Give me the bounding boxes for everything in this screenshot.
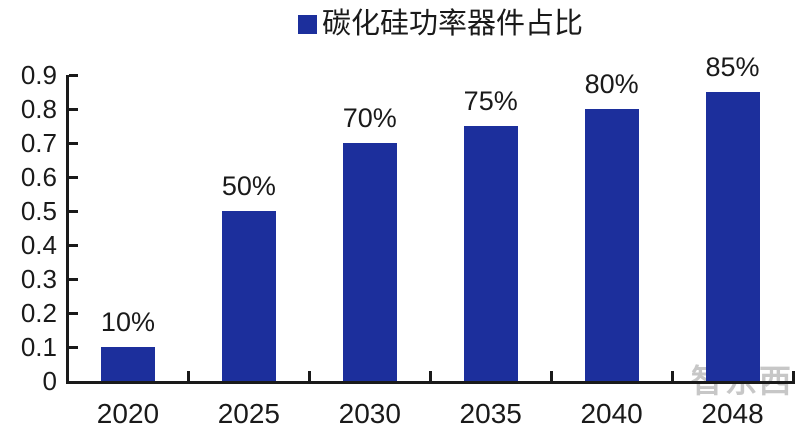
bar-value-label: 85% bbox=[705, 52, 760, 82]
y-axis-tick bbox=[69, 244, 78, 247]
bar bbox=[221, 211, 276, 381]
y-axis-tick bbox=[69, 176, 78, 179]
x-axis-tick bbox=[670, 371, 674, 381]
y-axis-tick bbox=[69, 210, 78, 213]
bar-value-label: 50% bbox=[221, 171, 276, 201]
y-axis-tick-label: 0.2 bbox=[20, 298, 57, 328]
chart-legend: 碳化硅功率器件占比 bbox=[298, 8, 583, 40]
bar-value-label: 10% bbox=[100, 307, 155, 337]
x-axis-tick bbox=[186, 371, 190, 381]
bar-value-label: 80% bbox=[584, 69, 639, 99]
bar bbox=[584, 109, 639, 381]
y-axis-tick bbox=[69, 108, 78, 111]
y-axis-tick-label: 0.5 bbox=[20, 196, 57, 226]
y-axis-tick bbox=[69, 142, 78, 145]
x-axis-tick-label: 2030 bbox=[338, 398, 401, 429]
bar bbox=[705, 92, 760, 381]
y-axis-tick bbox=[69, 278, 78, 281]
y-axis-tick-label: 0.6 bbox=[20, 162, 57, 192]
y-axis-tick-label: 0.4 bbox=[20, 230, 57, 260]
x-axis-tick-label: 2048 bbox=[701, 398, 764, 429]
y-axis-tick-label: 0.7 bbox=[20, 128, 57, 158]
bar-value-label: 75% bbox=[463, 86, 518, 116]
y-axis-tick bbox=[69, 74, 78, 77]
bar bbox=[342, 143, 397, 381]
y-axis-tick-label: 0.3 bbox=[20, 264, 57, 294]
legend-marker-icon bbox=[298, 14, 317, 34]
bar-value-label: 70% bbox=[342, 103, 397, 133]
x-axis-line bbox=[66, 381, 795, 384]
x-axis-tick-label: 2040 bbox=[580, 398, 643, 429]
y-axis-tick-label: 0 bbox=[42, 366, 57, 396]
x-axis-tick bbox=[549, 371, 553, 381]
y-axis-line bbox=[66, 75, 69, 384]
x-axis-tick-label: 2020 bbox=[96, 398, 160, 429]
y-axis-tick-label: 0.8 bbox=[20, 94, 57, 124]
x-axis-tick bbox=[428, 371, 432, 381]
x-axis-tick-label: 2035 bbox=[459, 398, 522, 429]
y-axis-tick bbox=[69, 312, 78, 315]
x-axis-tick-label: 2025 bbox=[217, 398, 281, 429]
bar bbox=[463, 126, 518, 381]
x-axis-tick bbox=[307, 371, 311, 381]
y-axis-tick-label: 0.1 bbox=[20, 332, 57, 362]
y-axis-tick bbox=[69, 346, 78, 349]
y-axis-tick-label: 0.9 bbox=[20, 60, 57, 90]
bar bbox=[100, 347, 155, 381]
x-axis-tick bbox=[791, 371, 795, 381]
legend-series-label: 碳化硅功率器件占比 bbox=[322, 8, 584, 40]
